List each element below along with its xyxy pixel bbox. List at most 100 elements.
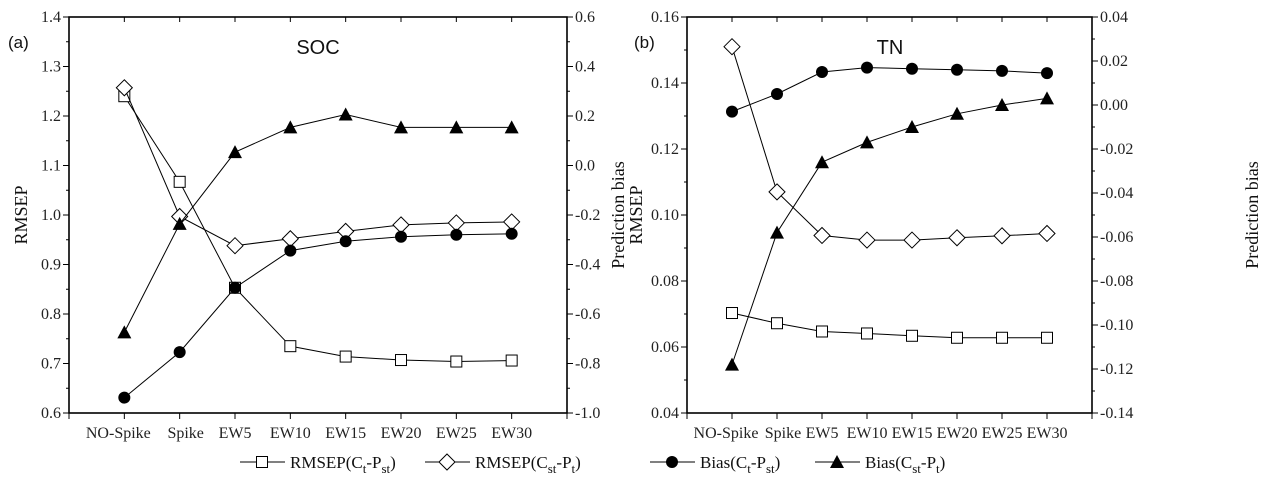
x-tick-label: EW5 xyxy=(219,425,252,442)
chart-soc: (a) SOC RMSEP Prediction bias 0.6 0.7 0.8 0… xyxy=(8,9,628,442)
series-line xyxy=(731,312,1047,339)
y2-tick-label: -0.8 xyxy=(575,356,600,373)
data-point xyxy=(993,227,1011,245)
data-point xyxy=(392,216,410,234)
data-point xyxy=(339,350,352,363)
legend-label-part: st xyxy=(548,461,557,476)
data-point xyxy=(996,64,1008,77)
data-point xyxy=(394,120,408,134)
x-tick-label: EW25 xyxy=(982,425,1023,442)
data-point xyxy=(395,354,407,367)
legend-label-part: t xyxy=(572,461,576,476)
legend-marker xyxy=(666,456,678,468)
data-point xyxy=(995,98,1009,111)
y2-tick-label: 0.2 xyxy=(575,108,595,125)
series-line xyxy=(123,114,512,333)
data-point xyxy=(228,145,242,159)
y-axis-label: RMSEP xyxy=(11,185,31,244)
y2-tick-label: 0.4 xyxy=(575,59,595,76)
y-tick-label: 0.7 xyxy=(41,356,61,373)
data-point xyxy=(861,61,873,74)
y2-tick-label: -0.14 xyxy=(1100,405,1133,422)
x-tick-label: EW20 xyxy=(937,425,978,442)
y2-tick-label: 0.00 xyxy=(1100,97,1128,114)
x-tick-label: EW20 xyxy=(381,425,422,442)
y2-axis-label: Prediction bias xyxy=(1242,161,1262,268)
legend-marker xyxy=(438,453,456,471)
legend-label-part: st xyxy=(912,461,921,476)
series-line xyxy=(123,87,512,247)
data-point xyxy=(1041,331,1053,344)
data-point xyxy=(726,307,738,320)
legend-label-part: -P xyxy=(751,453,766,472)
data-point xyxy=(283,120,298,134)
y-tick-label: 0.08 xyxy=(651,273,679,290)
legend-label: RMSEP(Ct-Pst) xyxy=(290,453,396,476)
panel-label: (a) xyxy=(8,33,29,52)
y-tick-label: 0.9 xyxy=(41,257,61,274)
y2-tick-label: -0.10 xyxy=(1100,317,1133,334)
y-tick-label: 0.04 xyxy=(651,405,679,422)
y2-tick-label: -0.2 xyxy=(575,207,600,224)
data-point xyxy=(118,391,131,404)
x-tick-label: EW5 xyxy=(806,425,839,442)
y-tick-label: 0.6 xyxy=(41,405,61,422)
data-point xyxy=(173,346,186,359)
legend-label-part: RMSEP(C xyxy=(290,453,363,472)
data-point xyxy=(502,213,521,231)
y2-tick-label: -0.06 xyxy=(1100,229,1133,246)
y2-tick-label: 0.0 xyxy=(575,158,595,175)
series-line xyxy=(123,95,512,363)
data-point xyxy=(284,244,297,257)
legend-label-part: -P xyxy=(556,453,571,472)
data-point xyxy=(813,226,831,245)
y2-tick-label: -0.6 xyxy=(575,306,600,323)
data-point xyxy=(450,355,463,368)
x-tick-label: Spike xyxy=(765,425,801,442)
legend-label: Bias(Cst-Pt) xyxy=(865,453,945,476)
y-tick-label: 1.3 xyxy=(41,59,61,76)
y2-tick-label: -0.08 xyxy=(1100,273,1133,290)
x-tick-label: EW10 xyxy=(270,425,311,442)
data-point xyxy=(906,329,918,342)
data-point xyxy=(815,155,829,169)
data-point xyxy=(1041,67,1053,80)
x-tick-label: EW15 xyxy=(892,425,933,442)
legend-label-part: t xyxy=(936,461,940,476)
y2-tick-label: 0.04 xyxy=(1100,9,1128,26)
data-point xyxy=(173,175,186,188)
series-line xyxy=(124,233,512,399)
y-tick-label: 1.4 xyxy=(41,9,61,26)
y2-tick-label: -1.0 xyxy=(575,405,600,422)
y-tick-label: 0.14 xyxy=(651,75,679,92)
y-tick-label: 0.06 xyxy=(651,339,679,356)
y-tick-label: 1.1 xyxy=(41,158,61,175)
data-point xyxy=(903,231,921,249)
data-point xyxy=(449,120,464,134)
data-point xyxy=(816,66,828,78)
legend-marker xyxy=(256,456,268,468)
y2-tick-label: 0.02 xyxy=(1100,53,1128,70)
legend-label-part: ) xyxy=(940,453,946,472)
data-point xyxy=(395,230,407,243)
legend-label: RMSEP(Cst-Pt) xyxy=(475,453,581,476)
legend-label-part: st xyxy=(766,461,775,476)
x-tick-label: NO-Spike xyxy=(694,425,759,442)
y2-axis-label: Prediction bias xyxy=(608,161,628,268)
data-point xyxy=(770,225,784,239)
data-point xyxy=(726,105,738,118)
legend-label: Bias(Ct-Pst) xyxy=(700,453,780,476)
legend-label-part: Bias(C xyxy=(700,453,747,472)
data-point xyxy=(861,327,873,340)
x-tick-label: EW30 xyxy=(491,425,532,442)
chart-title: SOC xyxy=(296,37,339,59)
data-point xyxy=(284,340,297,353)
plot-frame xyxy=(686,16,1093,414)
data-point xyxy=(115,79,134,97)
x-tick-label: EW25 xyxy=(436,425,477,442)
plot-frame xyxy=(68,16,568,414)
y-tick-label: 0.16 xyxy=(651,9,679,26)
data-point xyxy=(505,354,518,367)
data-point xyxy=(450,228,463,241)
